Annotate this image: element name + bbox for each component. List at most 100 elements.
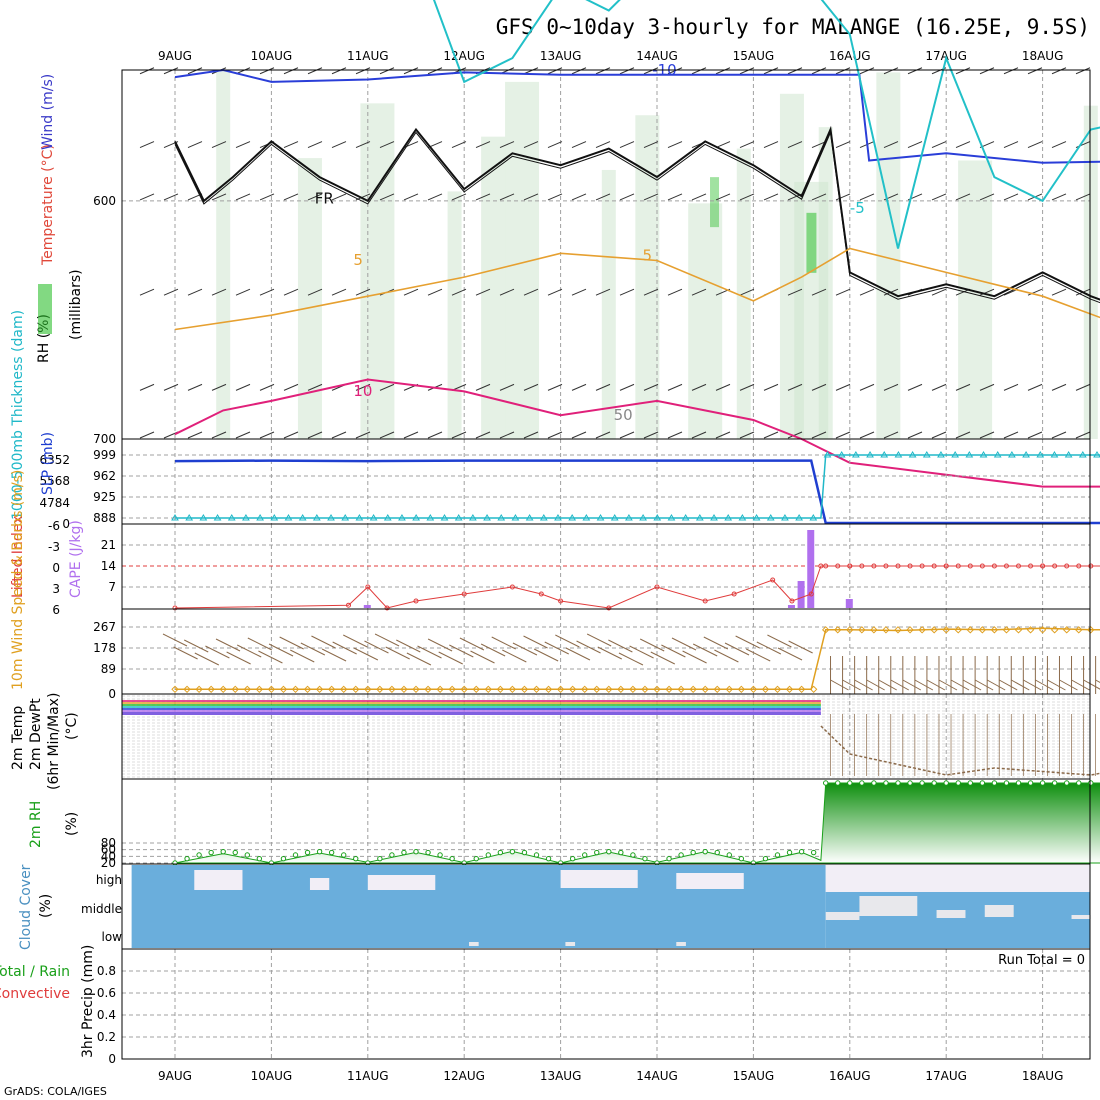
cape-bars	[363, 530, 853, 608]
rh2m-tick-label: 80	[101, 836, 116, 850]
thickness-marker	[1078, 451, 1087, 458]
surface-wind-barb	[1023, 679, 1042, 691]
surface-wind-barb	[671, 637, 697, 651]
wind-barb	[403, 193, 419, 201]
thickness-marker	[199, 514, 208, 521]
top-date-label: 9AUG	[158, 49, 192, 63]
surface-wind-barb	[215, 638, 241, 652]
wind-barb	[595, 193, 611, 201]
surface-wind-barb	[682, 650, 707, 664]
rh2m-point	[919, 780, 925, 786]
rh2m-point	[1088, 780, 1094, 786]
wind-speed-marker	[954, 626, 962, 634]
upper-air-grid	[122, 70, 1090, 439]
thickness-slp-axis: 999 962 925 888 6352 5568 4784 0	[39, 448, 116, 531]
surface-wind-barb	[374, 633, 400, 647]
cloud-block	[825, 865, 1090, 892]
precip-total-label: Total / Rain	[0, 964, 70, 980]
wind-barb	[331, 141, 347, 149]
contour-line-FR	[174, 125, 1100, 301]
wind-barb	[715, 431, 731, 439]
wind-barb	[835, 431, 851, 439]
rh2m-point	[341, 852, 347, 858]
lifted-index-point	[1003, 563, 1009, 569]
cloud-gap	[936, 910, 966, 918]
wind-barb	[331, 67, 347, 75]
wind-barb	[307, 288, 323, 296]
wind-barb	[811, 141, 827, 149]
rh2m-point	[389, 852, 395, 858]
rh2m-point	[991, 780, 998, 786]
li-tick-label: 0	[52, 561, 60, 575]
surface-wind-barb	[417, 645, 442, 659]
wind-speed-marker	[821, 626, 830, 634]
rh2m-point	[377, 855, 383, 862]
wind-speed-marker	[713, 685, 721, 693]
surface-wind-barb	[586, 633, 612, 647]
contour-label: -5	[483, 0, 498, 3]
contour-line--5	[432, 0, 1100, 249]
wind-barb	[187, 288, 203, 296]
wind-barb	[1051, 193, 1067, 201]
surface-wind-barb	[427, 638, 453, 652]
wind-barb	[259, 288, 275, 296]
wind-speed-marker	[207, 685, 215, 693]
surface-wind-barb	[438, 651, 463, 665]
cloud-cover-label: Cloud Cover	[18, 864, 34, 950]
surface-wind-barb	[173, 646, 198, 660]
wind-barb	[739, 193, 755, 201]
thickness-marker	[724, 514, 733, 521]
lifted-index-point	[509, 584, 515, 590]
surface-wind-barb	[385, 646, 410, 660]
wind-barb	[1027, 67, 1043, 75]
wind-barb	[523, 193, 539, 201]
lifted-index-label: Lifted Index	[10, 516, 26, 598]
thickness-label: 1000-500mb Thickness (dam)	[10, 310, 26, 520]
thickness-marker	[823, 451, 832, 458]
rh2m-point	[208, 849, 214, 856]
lifted-index-point	[967, 563, 973, 569]
thickness-marker	[795, 514, 804, 521]
rh2m-point	[449, 855, 455, 862]
wind-barb	[1027, 431, 1043, 439]
rh2m-point	[196, 852, 202, 858]
wind-barb	[859, 288, 875, 296]
li-tick-label: -6	[48, 519, 60, 533]
wind-axis: 267 178 89 0	[93, 620, 116, 701]
bottom-date-label: 15AUG	[733, 1069, 775, 1083]
surface-wind-barb	[533, 648, 559, 662]
wind-barb	[139, 383, 155, 391]
wind-barb	[379, 193, 395, 201]
wind-barb	[955, 193, 971, 201]
wind-barb	[931, 141, 947, 149]
wind-barb	[883, 383, 899, 391]
wind-barb	[403, 431, 419, 439]
precip-tick-label: 0.8	[97, 964, 116, 978]
wind-barb	[379, 141, 395, 149]
thickness-tick-label: 5568	[39, 474, 70, 488]
thickness-marker	[610, 514, 619, 521]
thickness-marker	[539, 514, 548, 521]
rh2m-point	[1064, 780, 1070, 786]
rh2m-point	[871, 780, 877, 786]
surface-wind-barb	[914, 679, 934, 691]
wind-barb	[259, 383, 275, 391]
surface-wind-barb	[629, 645, 654, 659]
rh2m-point	[172, 860, 178, 866]
temp-band	[122, 700, 821, 702]
cape-bar	[787, 605, 795, 608]
lifted-index-point	[702, 598, 708, 604]
surface-wind-barb	[618, 652, 644, 666]
temp-label-1: 2m Temp	[10, 706, 26, 770]
wind-barb	[307, 193, 323, 201]
precip-convective-label: Convective	[0, 986, 70, 1002]
surface-wind-barb	[692, 643, 718, 657]
precip-frame	[121, 948, 1091, 1060]
lifted-index-point	[1088, 563, 1094, 569]
precip-panel: 0.8 0.6 0.4 0.2 0 Run Total = 0 Total / Rain…	[0, 945, 1091, 1066]
thickness-marker	[227, 514, 236, 521]
rh2m-point	[569, 855, 576, 862]
rh2m-point	[931, 780, 937, 786]
wind-speed-marker	[593, 685, 601, 693]
